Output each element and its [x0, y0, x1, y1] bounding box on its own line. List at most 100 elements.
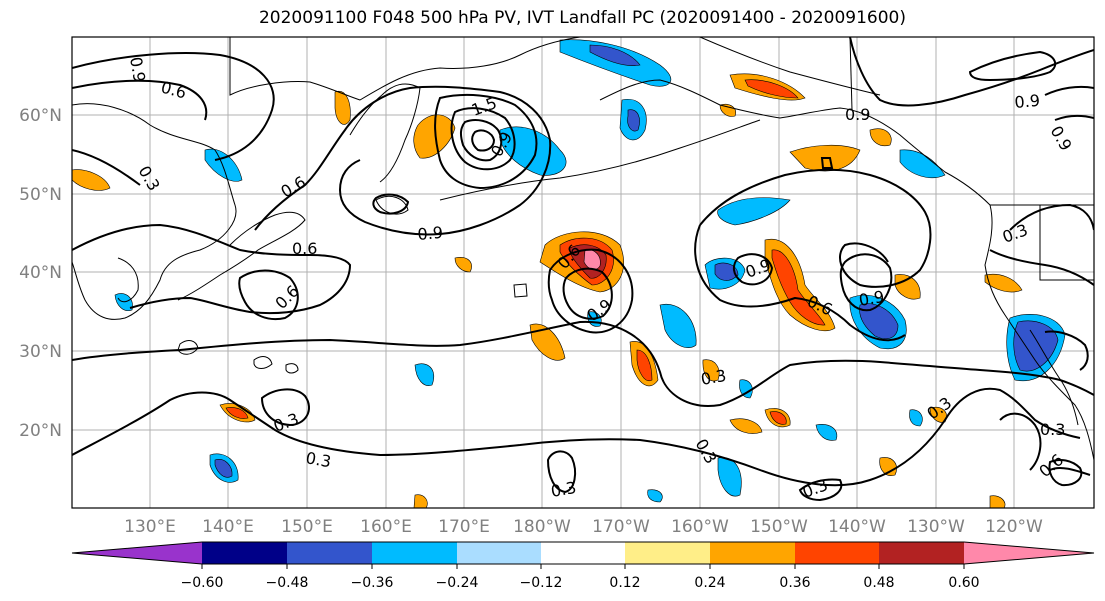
ivt-positive-patch	[583, 249, 601, 270]
pv-contour-line	[1044, 330, 1089, 371]
colorbar-tick-label: −0.24	[436, 575, 479, 591]
contour-label: 0.3	[271, 409, 301, 436]
colorbar-tick-label: 0.48	[863, 575, 894, 591]
ivt-negative-patch	[899, 149, 946, 179]
contour-label: 0.3	[304, 448, 332, 471]
asia-coastline	[72, 103, 237, 320]
contour-label: 0.3	[923, 393, 955, 423]
pv-contour-line	[694, 224, 906, 342]
pv-contour-line	[260, 388, 310, 427]
lon-label: 170°E	[438, 517, 490, 537]
map-title: 2020091100 F048 500 hPa PV, IVT Landfall…	[258, 8, 906, 28]
ivt-positive-patch	[769, 411, 787, 425]
ivt-positive-patch	[894, 274, 921, 300]
pv-contour-line	[562, 267, 613, 320]
pv-contour-line	[699, 168, 932, 288]
ivt-positive-patch	[989, 495, 1006, 508]
pv-contour-line	[72, 149, 141, 186]
contour-label: 0.9	[857, 287, 885, 310]
lat-label: 50°N	[19, 185, 62, 205]
contour-label: 0.6	[278, 172, 310, 201]
contour-label: 0.9	[417, 223, 444, 244]
colorbar-segment	[625, 542, 710, 564]
ivt-positive-patch	[984, 273, 1023, 293]
contour-label: 0.3	[692, 436, 721, 468]
state-border	[1039, 205, 1094, 281]
contour-label: 0.6	[159, 78, 189, 103]
contour-label: 0.3	[699, 366, 727, 389]
contour-label: 0.3	[549, 478, 577, 501]
pv-contour-line	[72, 223, 352, 315]
colorbar-tick-label: 0.36	[779, 575, 810, 591]
colorbar-segment	[372, 542, 457, 564]
aleutian-coastline	[439, 119, 761, 201]
lon-label: 160°W	[671, 517, 729, 537]
pv-contour-line	[471, 129, 496, 152]
ivt-positive-patch	[744, 79, 799, 99]
contour-label: 0.9	[1047, 123, 1076, 155]
pv-contour-line	[547, 248, 634, 334]
colorbar-segment	[287, 542, 372, 564]
pv-contour-line	[989, 249, 1094, 286]
canada-border	[849, 37, 853, 111]
contour-label: 0.9	[1014, 91, 1041, 112]
colorbar-tick-label: 0.12	[609, 575, 640, 591]
pv-contour-line	[450, 107, 516, 171]
colorbar-segment	[795, 542, 879, 564]
colorbar-tick-label: 0.24	[694, 575, 725, 591]
island-outline	[513, 283, 528, 298]
island-outline	[285, 363, 299, 374]
contour-label: 0.6	[271, 281, 302, 312]
ivt-negative-patch	[717, 457, 742, 497]
colorbar-segment	[710, 542, 795, 564]
ivt-negative-patch	[739, 379, 753, 399]
pv-contour-line	[546, 450, 577, 494]
lat-label: 60°N	[19, 106, 62, 126]
colorbar-ticks	[201, 564, 965, 569]
pv-contour-line	[254, 85, 552, 236]
pv-contour-line	[72, 320, 1094, 407]
lat-label: 40°N	[19, 263, 62, 283]
ivt-positive-patch	[929, 407, 947, 423]
ivt-positive-patch	[771, 249, 826, 326]
colorbar-segment	[202, 542, 287, 564]
ivt-positive-patch	[719, 103, 736, 117]
colorbar: −0.60 −0.48 −0.36 −0.24 −0.12 0.12 0.24 …	[71, 541, 1095, 591]
ivt-negative-patch	[589, 44, 641, 66]
pacific-islands	[177, 195, 528, 374]
ivt-negative-patch	[859, 303, 899, 339]
lat-label: 20°N	[19, 421, 62, 441]
colorbar-tick-label: −0.60	[181, 575, 224, 591]
ivt-positive-patch	[636, 349, 653, 382]
lon-label: 130°W	[907, 517, 965, 537]
pv-contour-line	[1054, 114, 1094, 121]
latitude-labels: 60°N 50°N 40°N 30°N 20°N	[19, 106, 62, 441]
ivt-negative-patch	[815, 424, 838, 441]
contour-label: 0.3	[135, 163, 164, 195]
pv-contours	[72, 37, 1094, 502]
contour-label: 0.9	[126, 55, 149, 83]
lon-label: 150°E	[281, 517, 333, 537]
ivt-positive-patch	[413, 494, 428, 508]
colorbar-tick-label: −0.48	[266, 575, 309, 591]
ivt-negative-patch	[627, 109, 640, 132]
pv-contour-line	[1049, 466, 1091, 476]
ivt-positive-patch	[413, 114, 456, 159]
lon-label: 150°W	[750, 517, 808, 537]
pv-contour-line	[238, 269, 299, 321]
colorbar-segment	[72, 542, 202, 564]
colorbar-segment	[964, 542, 1094, 564]
map-frame	[71, 36, 1095, 509]
colorbar-tick-label: −0.36	[351, 575, 394, 591]
map-area	[72, 37, 1094, 508]
longitude-labels: 130°E 140°E 150°E 160°E 170°E 180°W 170°…	[124, 517, 1043, 537]
contour-label: 0.3	[1000, 220, 1030, 247]
lon-label: 120°W	[985, 517, 1043, 537]
alaska-interior	[699, 37, 881, 96]
colorbar-tick-labels: −0.60 −0.48 −0.36 −0.24 −0.12 0.12 0.24 …	[181, 575, 980, 591]
pv-contour-line	[968, 50, 1057, 82]
lon-label: 140°W	[828, 517, 886, 537]
california-peninsula	[1029, 329, 1079, 426]
colorbar-segment	[457, 542, 541, 564]
